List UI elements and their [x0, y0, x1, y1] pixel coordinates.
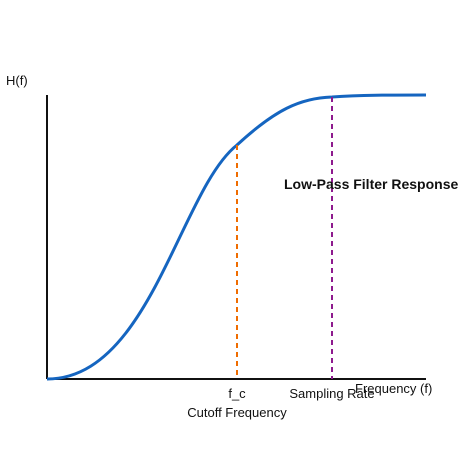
cutoff-tick-label: f_c [228, 386, 246, 401]
response-curve [46, 93, 427, 381]
chart-title: Low-Pass Filter Response [284, 176, 458, 192]
x-axis-label: Frequency (f) [355, 381, 432, 396]
sampling-caption: Sampling Rate [289, 386, 374, 401]
cutoff-caption: Cutoff Frequency [187, 405, 287, 420]
y-axis-label: H(f) [6, 73, 28, 88]
